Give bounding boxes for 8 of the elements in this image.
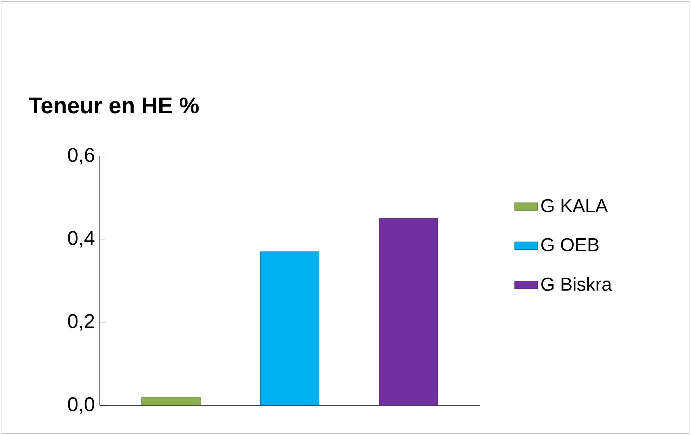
legend-label: G OEB [542,238,599,252]
y-tick-label: 0,4 [68,231,95,248]
y-tick-label: 0,0 [68,397,94,414]
chart-title: Teneur en HE % [28,98,199,114]
y-tick-label: 0,2 [68,314,94,331]
legend-label: G Biskra [542,277,612,292]
legend-label: G KALA [542,199,608,213]
y-tick-label: 0,6 [68,148,94,165]
